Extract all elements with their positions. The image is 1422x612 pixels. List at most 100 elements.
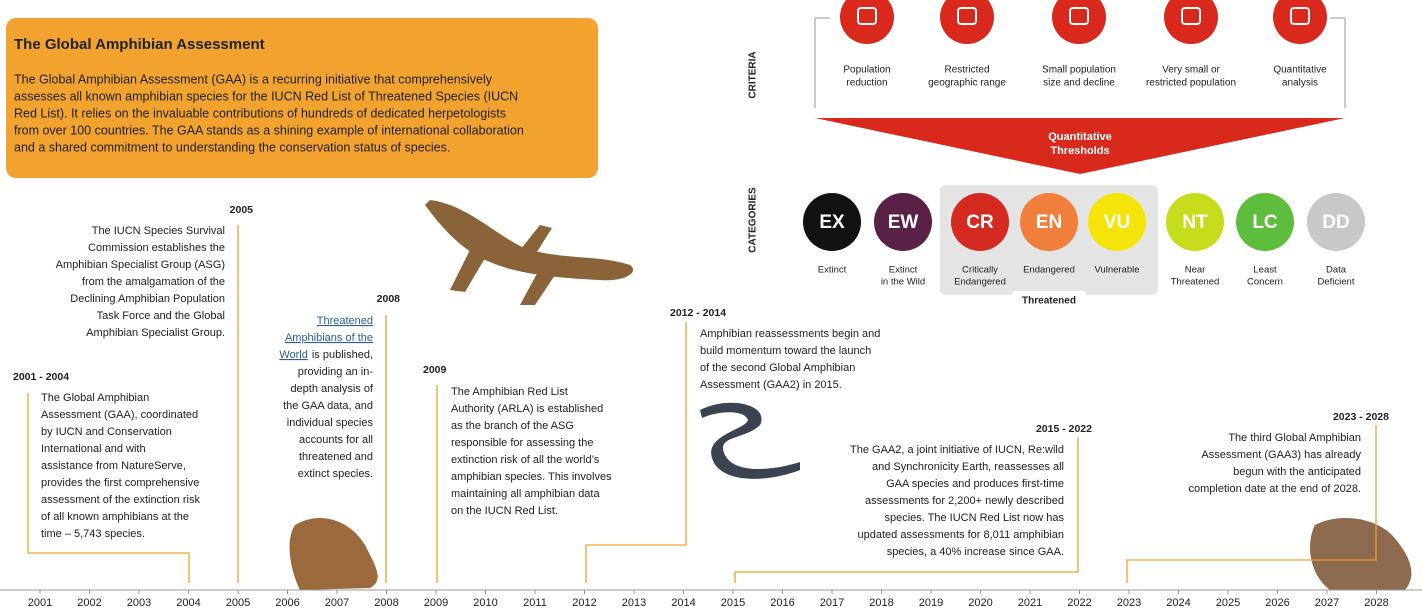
criteria-text: analysis — [1282, 78, 1318, 89]
year-label: 2013 — [622, 597, 646, 609]
event-line: assessments for 2,200+ newly described — [865, 495, 1064, 507]
category-code: LC — [1252, 212, 1278, 233]
year-label: 2024 — [1166, 597, 1190, 609]
event-line: responsible for assessing the — [451, 437, 593, 449]
category-code: EX — [819, 212, 845, 233]
criteria-icon-glyph — [857, 7, 877, 25]
newt-image — [425, 200, 634, 305]
event-line: extinct species. — [298, 468, 373, 480]
category-name: Concern — [1247, 277, 1283, 288]
event-line: provides the first comprehensive — [41, 477, 199, 489]
category-name: Vulnerable — [1094, 265, 1139, 276]
criteria-text: reduction — [846, 78, 887, 89]
event-line: the GAA data, and — [283, 400, 373, 412]
timeline-connector — [27, 393, 190, 583]
timeline-connector — [585, 322, 687, 583]
criteria-icon-glyph — [957, 7, 977, 25]
criteria-icon — [1273, 0, 1327, 44]
event-line: species. The IUCN Red List now has — [884, 512, 1064, 524]
year-label: 2001 — [28, 597, 52, 609]
year-label: 2004 — [176, 597, 200, 609]
criteria-text: Population — [843, 65, 890, 76]
event-line: providing an in- — [298, 366, 374, 378]
criteria-text: geographic range — [928, 78, 1006, 89]
year-label: 2022 — [1067, 597, 1091, 609]
intro-line: Red List). It relies on the invaluable c… — [14, 106, 506, 120]
event-period: 2015 - 2022 — [1036, 423, 1092, 435]
event-line: individual species — [287, 417, 374, 429]
event-period: 2009 — [423, 364, 447, 376]
intro-box — [6, 18, 598, 178]
category-name: Data — [1326, 265, 1347, 276]
frog-image-2 — [1310, 517, 1412, 590]
event-period: 2012 - 2014 — [670, 307, 726, 319]
criteria-icon — [1164, 0, 1218, 44]
event-line: from the amalgamation of the — [82, 276, 225, 288]
year-label: 2020 — [968, 597, 992, 609]
category-name: Deficient — [1318, 277, 1355, 288]
category-circle — [803, 193, 861, 251]
year-label: 2023 — [1117, 597, 1141, 609]
event-line: amphibian species. This involves — [451, 471, 612, 483]
event-line: begun with the anticipated — [1233, 466, 1361, 478]
year-label: 2010 — [473, 597, 497, 609]
event-line: The third Global Amphibian — [1228, 432, 1361, 444]
criteria-text: Quantitative — [1273, 65, 1327, 76]
category-circle — [874, 193, 932, 251]
category-name: Least — [1253, 265, 1277, 276]
year-label: 2016 — [770, 597, 794, 609]
year-label: 2015 — [721, 597, 745, 609]
category-code: VU — [1104, 212, 1130, 233]
event-line: Assessment (GAA2) in 2015. — [700, 379, 842, 391]
event-line: of the second Global Amphibian — [700, 362, 855, 374]
frog-image-1 — [289, 517, 378, 590]
event-period: 2008 — [377, 293, 401, 305]
publication-link[interactable]: Threatened — [317, 315, 373, 327]
category-name: Extinct — [818, 265, 847, 276]
category-circle — [1166, 193, 1224, 251]
event-line: assistance from NatureServe, — [41, 460, 186, 472]
intro-line: and a shared commitment to understanding… — [14, 140, 450, 154]
event-line: Task Force and the Global — [97, 310, 225, 322]
year-label: 2009 — [424, 597, 448, 609]
criteria-icon-glyph — [1069, 7, 1089, 25]
publication-link[interactable]: World — [279, 349, 308, 361]
event-period: 2023 - 2028 — [1333, 411, 1389, 423]
year-label: 2027 — [1315, 597, 1339, 609]
year-label: 2028 — [1364, 597, 1388, 609]
year-label: 2021 — [1018, 597, 1042, 609]
event-line: on the IUCN Red List. — [451, 505, 558, 517]
event-line: Threatened — [317, 315, 373, 327]
event-line: International and with — [41, 443, 146, 455]
event-line: depth analysis of — [290, 383, 373, 395]
event-line: Assessment (GAA), coordinated — [41, 409, 198, 421]
intro-title: The Global Amphibian Assessment — [14, 36, 265, 53]
year-label: 2006 — [275, 597, 299, 609]
event-line: threatened and — [299, 451, 373, 463]
criteria-text: Restricted — [944, 65, 989, 76]
event-line: assessment of the extinction risk — [41, 494, 200, 506]
category-code: NT — [1182, 212, 1208, 233]
publication-link[interactable]: Amphibians of the — [285, 332, 373, 344]
year-label: 2012 — [572, 597, 596, 609]
category-name: Endangered — [1023, 265, 1075, 276]
threshold-text: Thresholds — [1050, 145, 1109, 157]
criteria-label: CRITERIA — [748, 51, 759, 98]
event-line: The Amphibian Red List — [451, 386, 568, 398]
category-name: Threatened — [1171, 277, 1220, 288]
timeline-connector — [734, 437, 1079, 583]
category-circle — [951, 193, 1009, 251]
year-label: 2017 — [820, 597, 844, 609]
event-line: World is published, — [279, 349, 373, 361]
year-label: 2026 — [1265, 597, 1289, 609]
category-name: Extinct — [889, 265, 918, 276]
year-label: 2014 — [671, 597, 695, 609]
event-line: The IUCN Species Survival — [92, 225, 225, 237]
event-period: 2005 — [230, 204, 254, 216]
event-line: The Global Amphibian — [41, 392, 149, 404]
criteria-icon-glyph — [1181, 7, 1201, 25]
category-name: Near — [1185, 265, 1206, 276]
year-label: 2008 — [374, 597, 398, 609]
event-line: maintaining all amphibian data — [451, 488, 600, 500]
category-name: Endangered — [954, 277, 1006, 288]
